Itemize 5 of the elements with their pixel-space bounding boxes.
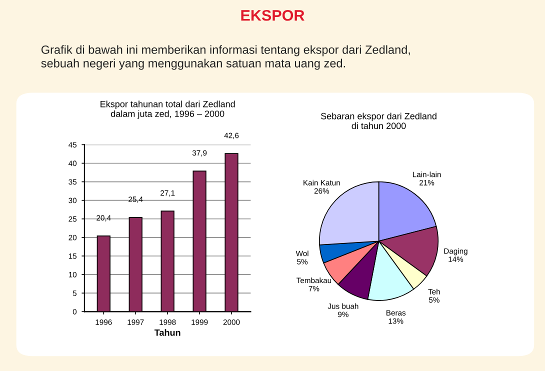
- text: Grafik di bawah ini memberikan informasi tentang ekspor dari Zedland, sebuah negeri yang menggunakan satuan mata uang zed.: [41, 45, 410, 70]
- chart-title: Sebaran ekspor dari Zedland di tahun 2000: [320, 112, 436, 130]
- text: EKSPOR: [241, 10, 304, 21]
- x-axis-title: Tahun: [154, 329, 180, 336]
- chart-title: Ekspor tahunan total dari Zedland dalam juta zed, 1996 – 2000: [100, 100, 235, 119]
